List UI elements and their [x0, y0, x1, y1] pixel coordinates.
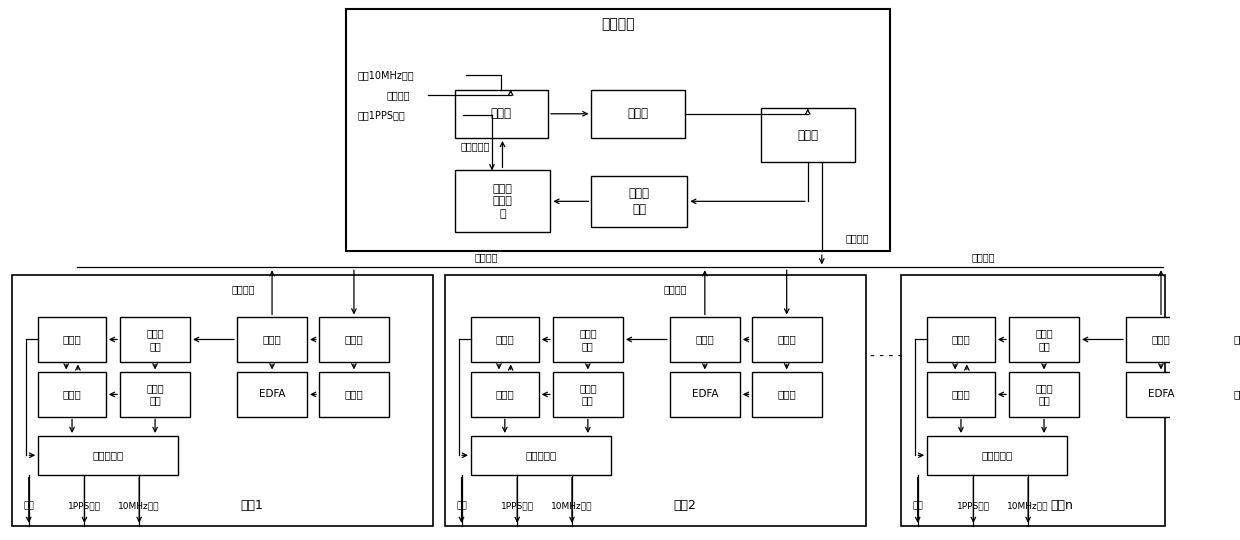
- Text: 光电探
测器: 光电探 测器: [146, 328, 164, 350]
- Bar: [670, 318, 740, 362]
- Text: 光电探
测器: 光电探 测器: [1035, 328, 1053, 350]
- Text: 链路时延值: 链路时延值: [460, 141, 490, 151]
- Bar: [38, 373, 105, 416]
- Bar: [471, 318, 538, 362]
- Text: 载波恢
复器: 载波恢 复器: [579, 383, 596, 406]
- Bar: [1208, 318, 1240, 362]
- Text: EDFA: EDFA: [692, 389, 718, 400]
- Bar: [1208, 373, 1240, 416]
- Bar: [928, 373, 994, 416]
- Text: 参考1PPS信号: 参考1PPS信号: [357, 110, 405, 120]
- Text: 光电探
测器: 光电探 测器: [579, 328, 596, 350]
- Bar: [346, 9, 889, 251]
- Text: 环形器: 环形器: [345, 334, 363, 345]
- Bar: [455, 170, 551, 232]
- Text: 时码: 时码: [913, 502, 923, 510]
- Bar: [591, 90, 684, 138]
- Text: - - - -: - - - -: [869, 349, 903, 363]
- Text: 处理器: 处理器: [951, 334, 971, 345]
- Text: 解码器: 解码器: [496, 389, 515, 400]
- Text: 1PPS输出: 1PPS输出: [501, 502, 533, 510]
- Text: 10MHz输出: 10MHz输出: [119, 502, 160, 510]
- Bar: [237, 318, 308, 362]
- Bar: [445, 275, 867, 526]
- Text: 可控延迟器: 可控延迟器: [526, 450, 557, 460]
- Text: 可控延迟器: 可控延迟器: [93, 450, 124, 460]
- Text: 环形器: 环形器: [797, 129, 818, 142]
- Bar: [12, 275, 434, 526]
- Text: 时码信号: 时码信号: [387, 90, 410, 100]
- Text: 光纤链路: 光纤链路: [231, 284, 254, 294]
- Text: 光纤链路: 光纤链路: [475, 253, 497, 262]
- Text: 10MHz输出: 10MHz输出: [552, 502, 593, 510]
- Text: 载波恢
复器: 载波恢 复器: [146, 383, 164, 406]
- Text: 光开关: 光开关: [263, 334, 281, 345]
- Text: 光纤链路: 光纤链路: [663, 284, 687, 294]
- Text: 光电探
测器: 光电探 测器: [629, 187, 650, 216]
- Bar: [120, 373, 190, 416]
- Bar: [471, 373, 538, 416]
- Bar: [761, 109, 854, 163]
- Text: 1PPS输出: 1PPS输出: [68, 502, 100, 510]
- Bar: [319, 373, 389, 416]
- Text: 发射中心: 发射中心: [601, 17, 635, 31]
- Text: EDFA: EDFA: [1148, 389, 1174, 400]
- Bar: [591, 176, 687, 227]
- Bar: [319, 318, 389, 362]
- Bar: [553, 373, 622, 416]
- Text: 用户n: 用户n: [1050, 499, 1074, 512]
- Text: 激光器: 激光器: [627, 107, 649, 120]
- Text: 光纤链路: 光纤链路: [971, 253, 994, 262]
- Text: 时码: 时码: [456, 502, 467, 510]
- Text: 处理器: 处理器: [496, 334, 515, 345]
- Text: 环形器: 环形器: [1234, 334, 1240, 345]
- Text: EDFA: EDFA: [259, 389, 285, 400]
- Bar: [928, 318, 994, 362]
- Text: 载波恢
复器: 载波恢 复器: [1035, 383, 1053, 406]
- Text: 10MHz输出: 10MHz输出: [1007, 502, 1049, 510]
- Bar: [751, 373, 822, 416]
- Bar: [553, 318, 622, 362]
- Text: 分束器: 分束器: [1234, 389, 1240, 400]
- Bar: [1126, 318, 1197, 362]
- Text: 光开关: 光开关: [696, 334, 714, 345]
- Text: 光开关: 光开关: [1152, 334, 1171, 345]
- Bar: [670, 373, 740, 416]
- Text: 用户2: 用户2: [673, 499, 697, 512]
- Bar: [38, 318, 105, 362]
- Bar: [751, 318, 822, 362]
- Text: 分束器: 分束器: [777, 389, 796, 400]
- Text: 时码: 时码: [24, 502, 35, 510]
- Text: 可控延迟器: 可控延迟器: [982, 450, 1013, 460]
- Text: 编码器: 编码器: [491, 107, 512, 120]
- Bar: [1009, 318, 1079, 362]
- Text: 用户1: 用户1: [241, 499, 264, 512]
- Bar: [901, 275, 1164, 526]
- Text: 光纤链路: 光纤链路: [846, 233, 869, 242]
- Bar: [455, 90, 548, 138]
- Bar: [928, 436, 1068, 475]
- Text: 1PPS输出: 1PPS输出: [957, 502, 990, 510]
- Bar: [1009, 373, 1079, 416]
- Text: 解码器: 解码器: [63, 389, 82, 400]
- Text: 时间间
隔测量
器: 时间间 隔测量 器: [492, 184, 512, 219]
- Bar: [237, 373, 308, 416]
- Text: 参考10MHz信号: 参考10MHz信号: [357, 70, 414, 80]
- Bar: [38, 436, 179, 475]
- Text: 环形器: 环形器: [777, 334, 796, 345]
- Bar: [120, 318, 190, 362]
- Text: 分束器: 分束器: [345, 389, 363, 400]
- Bar: [471, 436, 611, 475]
- Bar: [1126, 373, 1197, 416]
- Text: 解码器: 解码器: [951, 389, 971, 400]
- Text: 处理器: 处理器: [63, 334, 82, 345]
